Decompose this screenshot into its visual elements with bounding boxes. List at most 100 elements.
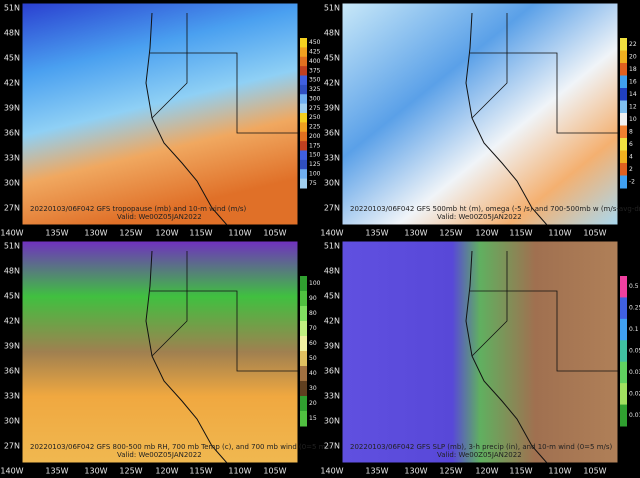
colorbar-swatch <box>620 100 627 114</box>
lon-label: 130W <box>404 467 427 476</box>
lat-label: 42N <box>4 317 20 326</box>
colorbar-label: 18 <box>629 66 637 73</box>
colorbar-label: 225 <box>309 124 321 131</box>
lat-label: 48N <box>324 267 340 276</box>
border <box>471 251 508 357</box>
colorbar-swatch <box>300 150 307 161</box>
lat-label: 30N <box>324 417 340 426</box>
colorbar-swatch <box>300 169 307 180</box>
colorbar-label: 325 <box>309 86 321 93</box>
map-frame <box>21 240 299 464</box>
lon-label: 105W <box>583 467 606 476</box>
colorbar-label: 0.02 <box>629 390 640 397</box>
lon-label: 130W <box>404 229 427 238</box>
lat-label: 42N <box>324 79 340 88</box>
lon-label: 115W <box>509 467 532 476</box>
lon-label: 125W <box>119 467 142 476</box>
colorbar-label: 16 <box>629 78 637 85</box>
map-field <box>22 3 298 225</box>
colorbar-label: 50 <box>309 355 317 362</box>
map-field <box>342 3 618 225</box>
colorbar-label: 2 <box>629 166 633 173</box>
colorbar-swatch <box>300 84 307 95</box>
colorbar-swatch <box>620 276 627 298</box>
lon-label: 120W <box>155 467 178 476</box>
lat-label: 51N <box>4 242 20 251</box>
colorbar-swatch <box>620 383 627 406</box>
lon-label: 110W <box>548 229 571 238</box>
colorbar-label: 275 <box>309 105 321 112</box>
lat-label: 39N <box>4 342 20 351</box>
lon-label: 110W <box>228 229 251 238</box>
colorbar-label: 125 <box>309 161 321 168</box>
colorbar-label: 30 <box>309 385 317 392</box>
colorbar-label: 450 <box>309 39 321 46</box>
colorbar-label: 90 <box>309 295 317 302</box>
caption: 20220103/06F042 GFS tropopause (mb) and … <box>30 205 246 213</box>
lon-label: 135W <box>365 229 388 238</box>
colorbar-swatch <box>620 163 627 176</box>
caption: 20220103/06F042 GFS SLP (mb), 3-h precip… <box>350 443 613 451</box>
colorbar-swatch <box>620 38 627 51</box>
colorbar-label: 100 <box>309 280 321 287</box>
map-frame <box>341 2 619 226</box>
lon-label: 135W <box>45 467 68 476</box>
colorbar-swatch <box>300 103 307 114</box>
colorbar-swatch <box>300 122 307 133</box>
colorbar-swatch <box>620 150 627 164</box>
colorbar-label: 80 <box>309 310 317 317</box>
colorbar-label: 0.1 <box>629 326 639 333</box>
lat-label: 36N <box>4 367 20 376</box>
lon-label: 105W <box>263 467 286 476</box>
colorbar-label: 175 <box>309 142 321 149</box>
lon-label: 140W <box>0 467 23 476</box>
lon-label: 125W <box>439 467 462 476</box>
lon-label: 130W <box>84 229 107 238</box>
caption: 20220103/06F042 GFS 800-500 mb RH, 700 m… <box>30 443 335 451</box>
colorbar-label: 20 <box>629 53 637 60</box>
border <box>471 13 508 119</box>
lat-label: 27N <box>4 204 20 213</box>
lon-label: 120W <box>475 229 498 238</box>
lat-label: 51N <box>4 4 20 13</box>
colorbar-swatch <box>620 75 627 89</box>
border <box>470 290 618 372</box>
lon-label: 105W <box>263 229 286 238</box>
lat-label: 45N <box>4 292 20 301</box>
colorbar-swatch <box>300 366 307 382</box>
colorbar-swatch <box>300 66 307 76</box>
colorbar-label: 40 <box>309 370 317 377</box>
lat-label: 27N <box>4 442 20 451</box>
lat-label: 45N <box>324 54 340 63</box>
colorbar-swatch <box>620 340 627 363</box>
lon-label: 115W <box>509 229 532 238</box>
colorbar-swatch <box>300 56 307 67</box>
colorbar-swatch <box>300 336 307 352</box>
coastline <box>465 12 548 226</box>
colorbar-label: 250 <box>309 114 321 121</box>
coastline <box>145 12 228 226</box>
colorbar-label: 10 <box>629 116 637 123</box>
lat-label: 33N <box>4 154 20 163</box>
map-frame <box>21 2 299 226</box>
colorbar-swatch <box>300 306 307 322</box>
lon-label: 135W <box>45 229 68 238</box>
border <box>151 251 188 357</box>
colorbar-swatch <box>300 113 307 123</box>
colorbar-swatch <box>620 318 627 341</box>
map-panel: 51N 48N 45N 42N 39N 36N 33N 30N 27N 140W 135W 130W 1… <box>0 240 335 476</box>
colorbar-swatch <box>300 47 307 58</box>
lat-label: 39N <box>324 342 340 351</box>
map-field <box>22 241 298 463</box>
lat-label: 33N <box>324 154 340 163</box>
lat-label: 30N <box>4 417 20 426</box>
colorbar-label: 0.25 <box>629 305 640 312</box>
lon-label: 120W <box>475 467 498 476</box>
colorbar-label: 300 <box>309 95 321 102</box>
border <box>151 13 188 119</box>
lat-label: 36N <box>4 129 20 138</box>
colorbar-label: -2 <box>629 178 635 185</box>
colorbar-label: 0.03 <box>629 369 640 376</box>
colorbar-label: 12 <box>629 103 637 110</box>
